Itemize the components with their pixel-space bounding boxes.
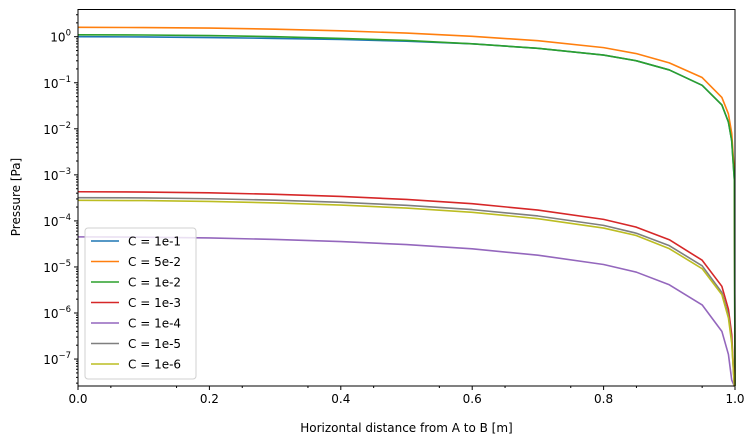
legend-label: C = 1e-3 <box>128 296 181 310</box>
y-tick-label: 10−3 <box>43 167 71 183</box>
y-tick-label: 10−7 <box>43 351 71 367</box>
y-tick-label: 10−5 <box>43 259 71 275</box>
x-tick-label: 0.0 <box>68 392 87 406</box>
x-tick-label: 1.0 <box>725 392 744 406</box>
series-lines <box>77 26 736 387</box>
x-axis-label: Horizontal distance from A to B [m] <box>300 421 512 435</box>
axis-ticks: 0.0 0.2 0.4 0.6 0.8 1.0 100 10−1 10−2 10−3 10−4 10−… <box>43 14 745 406</box>
y-tick-label: 10−2 <box>43 121 71 137</box>
legend-label: C = 1e-4 <box>128 317 181 331</box>
series-line <box>77 34 736 387</box>
legend-label: C = 1e-5 <box>128 337 181 351</box>
x-tick-label: 0.8 <box>594 392 613 406</box>
plot-frame <box>77 9 736 387</box>
legend-label: C = 1e-6 <box>128 358 181 372</box>
y-tick-label: 10−6 <box>43 305 71 321</box>
legend-label: C = 1e-2 <box>128 276 181 290</box>
legend-label: C = 5e-2 <box>128 255 181 269</box>
y-tick-label: 100 <box>50 29 71 45</box>
legend-label: C = 1e-1 <box>128 235 181 249</box>
y-tick-label: 10−4 <box>43 213 71 229</box>
series-line <box>77 236 736 387</box>
series-line <box>77 26 736 387</box>
x-tick-label: 0.2 <box>200 392 219 406</box>
x-tick-label: 0.6 <box>463 392 482 406</box>
y-axis-label: Pressure [Pa] <box>9 158 23 236</box>
y-tick-label: 10−1 <box>43 75 71 91</box>
x-tick-label: 0.4 <box>331 392 350 406</box>
legend: C = 1e-1 C = 5e-2 C = 1e-2 C = 1e-3 C = 1e-4… <box>84 227 197 380</box>
series-line <box>77 199 736 387</box>
legend-box <box>84 227 197 380</box>
